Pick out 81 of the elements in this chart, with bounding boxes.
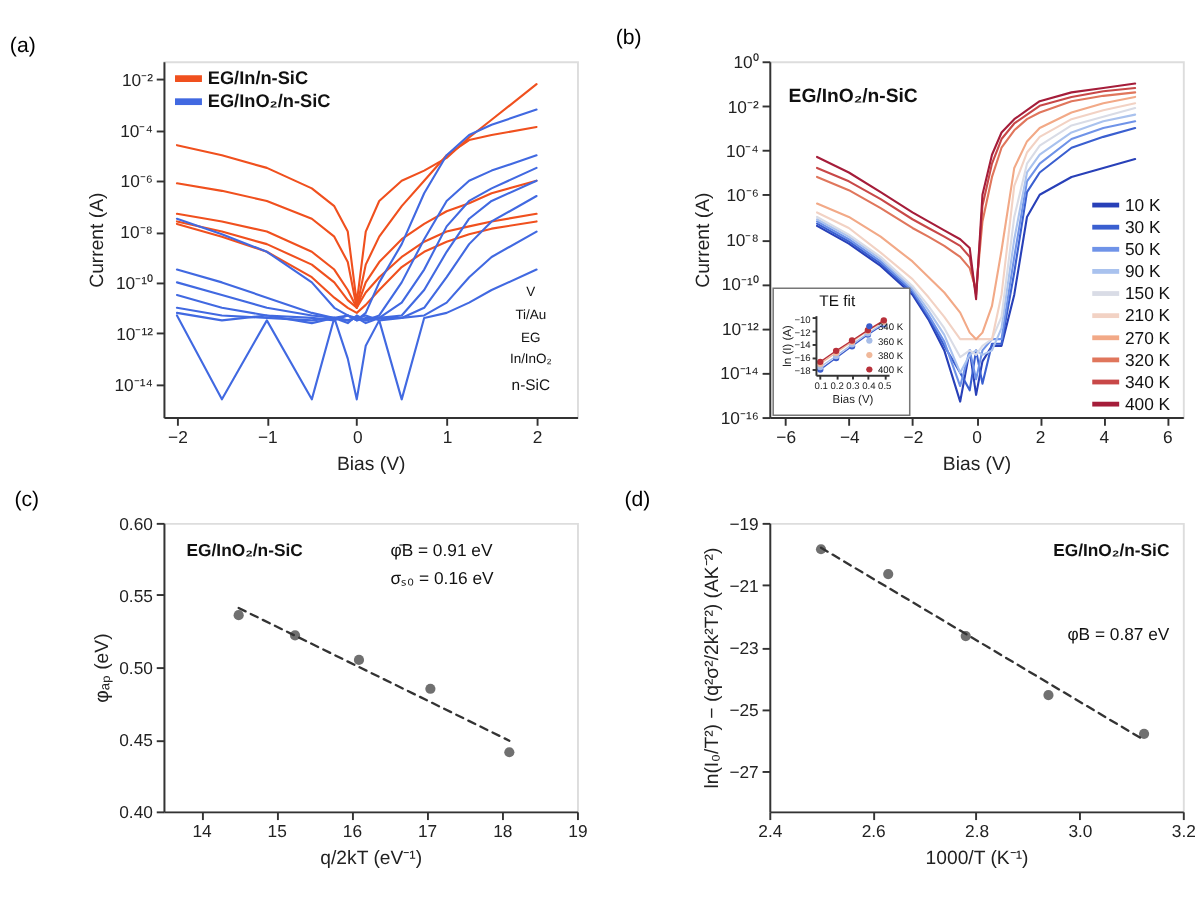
legend-label: 30 K: [1124, 216, 1161, 237]
x-tick-label: −1: [257, 427, 279, 448]
x-tick-label: 19: [568, 821, 588, 842]
y-tick-label: 10⁻¹⁴: [114, 374, 154, 395]
legend-label: 340 K: [1124, 371, 1171, 392]
x-tick-label: 0: [972, 427, 983, 448]
y-tick-label: 10⁻¹⁰: [721, 274, 759, 295]
x-tick-label: 3.0: [1068, 821, 1093, 842]
chart-title: (b): [615, 25, 642, 50]
y-axis-title: Current (A): [692, 192, 715, 288]
y-tick-label: 10⁻⁴: [120, 120, 154, 141]
chart-title: (a): [9, 33, 36, 58]
y-tick-label: −27: [729, 761, 760, 782]
y-axis-title: φₐₚ (eV): [91, 633, 114, 703]
x-tick-label: 4: [1099, 427, 1110, 448]
y-tick-label: −21: [729, 575, 760, 596]
y-tick-label: 10⁻¹⁴: [720, 363, 760, 384]
y-tick-label: 10⁰: [733, 52, 759, 73]
x-tick-label: 1: [442, 427, 453, 448]
legend-label: 150 K: [1124, 283, 1171, 304]
annotation: n-SiC: [511, 376, 551, 395]
y-tick-label: 0.55: [119, 585, 154, 606]
legend-label: 320 K: [1124, 349, 1171, 370]
y-tick-label: 10⁻⁸: [726, 229, 760, 250]
legend-label: 10 K: [1124, 194, 1161, 215]
y-tick-label: 10⁻⁶: [120, 171, 154, 192]
x-axis-title: Bias (V): [942, 454, 1012, 476]
legend-label: 50 K: [1124, 239, 1161, 260]
x-tick-label: 0: [352, 427, 363, 448]
y-tick-label: −19: [729, 513, 760, 534]
x-tick-label: 2.8: [965, 821, 990, 842]
y-tick-label: 10⁻¹⁶: [720, 407, 760, 428]
annotation: EG/InO₂/n-SiC: [788, 85, 918, 108]
x-tick-label: −2: [903, 427, 924, 448]
y-tick-label: 10⁻¹²: [116, 323, 154, 344]
y-tick-label: −23: [729, 637, 760, 658]
x-tick-label: 14: [192, 821, 213, 842]
x-axis-title: q/2kT (eV⁻¹): [320, 848, 423, 871]
x-axis-title: Bias (V): [337, 454, 406, 476]
y-tick-label: −25: [729, 699, 760, 720]
legend-label: 210 K: [1124, 305, 1171, 326]
legend-label: 90 K: [1124, 261, 1161, 282]
y-tick-label: 10⁻²: [121, 69, 154, 90]
annotation: σₛ₀ = 0.16 eV: [390, 568, 495, 589]
y-tick-label: 10⁻²: [727, 96, 759, 117]
y-tick-label: 10⁻¹⁰: [115, 273, 153, 294]
x-tick-label: 18: [493, 821, 513, 842]
y-tick-label: 10⁻⁸: [120, 222, 154, 243]
x-tick-label: 3.2: [1171, 821, 1197, 842]
y-tick-label: 10⁻⁶: [726, 185, 760, 206]
annotation: φ̄B = 0.91 eV: [390, 539, 493, 560]
chart-title: TE fit: [819, 291, 857, 310]
legend-label: EG/InO₂/n-SiC: [207, 91, 332, 112]
x-tick-label: −6: [776, 427, 797, 448]
annotation: φB = 0.87 eV: [1067, 624, 1170, 645]
x-axis-title: 1000/T (K⁻¹): [925, 848, 1029, 871]
x-tick-label: 16: [342, 821, 363, 842]
x-tick-label: 6: [1163, 427, 1174, 448]
y-axis-title: Current (A): [87, 192, 110, 288]
y-tick-label: 0.50: [119, 657, 154, 678]
y-axis-title: ln(I₀/T²) − (q²σ²/2k²T²) (AK⁻²): [701, 547, 724, 789]
x-tick-label: 17: [417, 821, 438, 842]
y-tick-label: 0.45: [119, 730, 154, 750]
x-tick-label: 2.4: [758, 821, 783, 842]
y-tick-label: 10⁻⁴: [726, 140, 760, 161]
x-tick-label: 2: [532, 427, 543, 448]
x-tick-label: 2.6: [861, 821, 887, 842]
x-tick-label: 2: [1035, 427, 1046, 448]
x-tick-label: −4: [839, 427, 861, 448]
legend-label: 400 K: [1124, 393, 1171, 414]
x-tick-label: 15: [267, 821, 288, 842]
annotation: EG/InO₂/n-SiC: [1053, 539, 1170, 560]
y-tick-label: 0.40: [119, 802, 154, 823]
legend-label: 270 K: [1124, 327, 1171, 348]
y-tick-label: 0.60: [119, 513, 154, 534]
chart-title: (c): [14, 487, 40, 512]
x-tick-label: −2: [168, 427, 189, 448]
legend-label: EG/In/n-SiC: [207, 68, 309, 89]
y-tick-label: 10⁻¹²: [722, 318, 759, 339]
annotation: EG/InO₂/n-SiC: [186, 539, 303, 560]
chart-title: (d): [624, 487, 651, 512]
